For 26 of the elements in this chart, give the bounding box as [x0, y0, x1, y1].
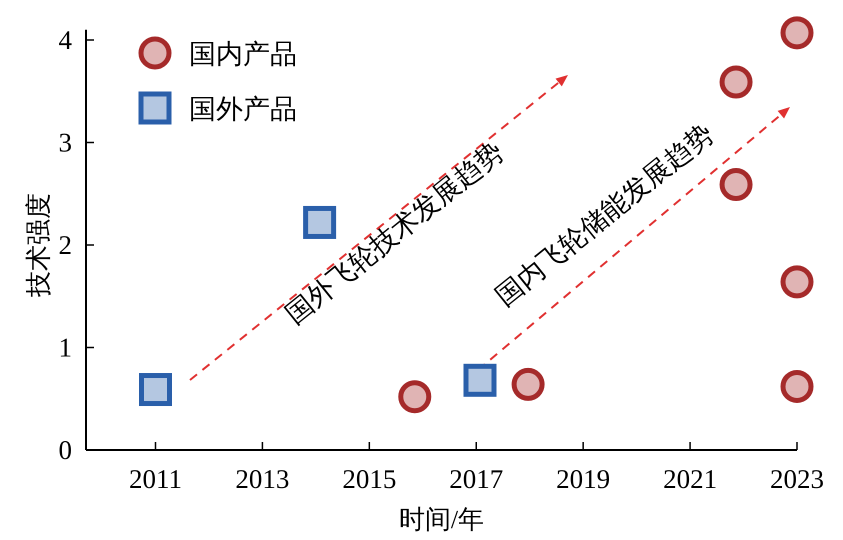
point	[720, 66, 753, 99]
point	[720, 168, 753, 202]
point	[138, 373, 172, 406]
point	[780, 370, 814, 403]
x-tick-label: 2015	[342, 464, 396, 494]
point	[463, 364, 496, 397]
y-tick-label: 2	[58, 230, 72, 260]
point	[303, 206, 336, 239]
x-tick-label: 2023	[770, 464, 824, 494]
point	[512, 368, 545, 401]
x-tick-label: 2013	[235, 464, 290, 494]
y-tick-label: 3	[58, 128, 72, 158]
point	[780, 265, 814, 298]
y-tick-label: 4	[58, 25, 72, 55]
x-axis-title: 时间/年	[398, 505, 484, 534]
legend-label: 国外产品	[189, 94, 297, 124]
point	[780, 16, 814, 50]
y-axis-title: 技术强度	[24, 193, 53, 298]
y-tick-label: 0	[58, 435, 72, 465]
x-tick-label: 2019	[556, 464, 610, 494]
x-tick-label: 2021	[663, 464, 718, 494]
point	[398, 380, 432, 414]
x-tick-label: 2017	[449, 464, 504, 494]
x-tick-label: 2011	[128, 464, 182, 494]
y-tick-label: 1	[58, 332, 72, 362]
legend-label: 国内产品	[189, 39, 297, 69]
